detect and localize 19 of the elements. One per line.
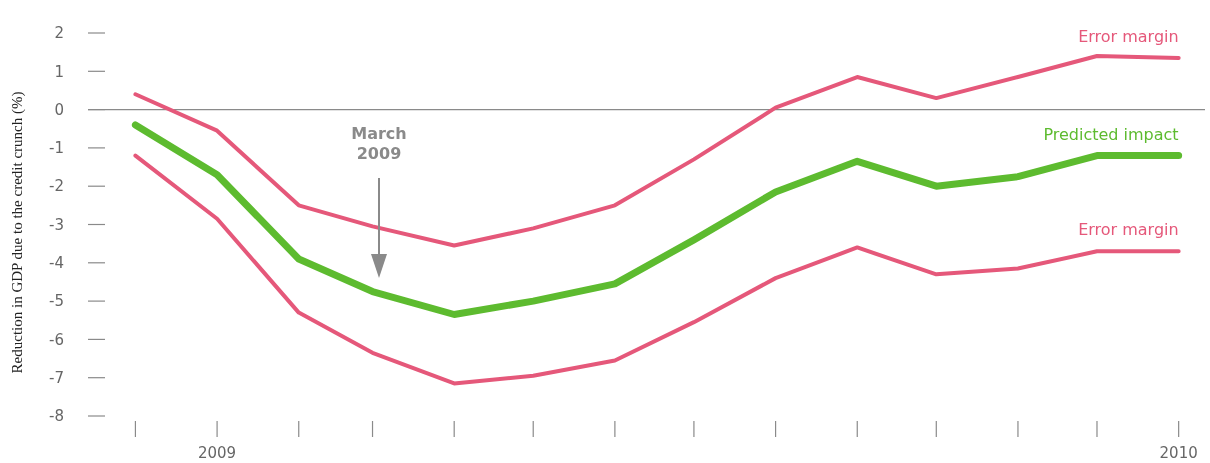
y-tick-label: 1 bbox=[54, 62, 64, 81]
series-label: Error margin bbox=[1078, 220, 1179, 240]
y-tick-label: -4 bbox=[49, 254, 64, 273]
y-axis-title: Reduction in GDP due to the credit crunch (%) bbox=[9, 91, 26, 374]
x-tick-label: 2010 bbox=[1159, 444, 1198, 462]
y-tick-label: 0 bbox=[54, 100, 64, 119]
y-tick-label: -8 bbox=[49, 407, 64, 426]
line-series bbox=[133, 53, 1181, 248]
series-label: Predicted impact bbox=[1043, 124, 1179, 144]
y-tick-label: -3 bbox=[49, 215, 64, 234]
y-tick-label: -1 bbox=[49, 139, 64, 158]
y-tick-label: 2 bbox=[54, 24, 64, 43]
y-tick-label: -2 bbox=[49, 177, 64, 196]
y-tick-label: -6 bbox=[49, 330, 64, 349]
y-tick-label: -7 bbox=[49, 368, 64, 387]
annotation: March 2009 bbox=[351, 124, 407, 163]
series-label: Error margin bbox=[1078, 26, 1179, 46]
y-tick-label: -5 bbox=[49, 292, 64, 311]
x-tick-label: 2009 bbox=[197, 444, 237, 462]
